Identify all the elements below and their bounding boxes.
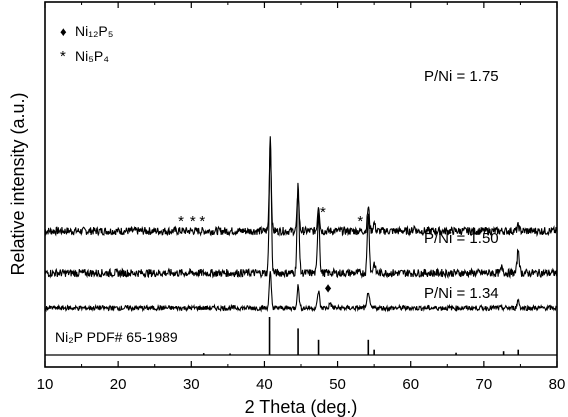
xrd-series-line bbox=[44, 151, 558, 238]
ni5p4-peak-marker: * bbox=[357, 213, 363, 230]
series-layer bbox=[44, 136, 558, 313]
series-label-1-50: P/Ni = 1.50 bbox=[424, 230, 499, 247]
reference-layer bbox=[202, 317, 520, 355]
legend-symbol-diamond: ♦ bbox=[60, 24, 67, 39]
xrd-series-line bbox=[44, 271, 558, 313]
ni5p4-peak-marker: * bbox=[190, 213, 196, 230]
reference-label: Ni₂P PDF# 65-1989 bbox=[55, 329, 178, 345]
x-tick-label: 40 bbox=[256, 376, 273, 393]
xrd-series-line bbox=[44, 136, 558, 280]
legend-label-ni5p4: Ni₅P₄ bbox=[75, 48, 109, 64]
annotation-layer: * * ***♦ bbox=[178, 204, 363, 295]
ni12p5-peak-marker: ♦ bbox=[324, 280, 331, 296]
x-tick-label: 10 bbox=[37, 376, 54, 393]
x-tick-label: 60 bbox=[402, 376, 419, 393]
x-tick-label: 80 bbox=[549, 376, 566, 393]
legend-symbol-star: * bbox=[60, 48, 66, 65]
ni5p4-peak-marker: * bbox=[199, 213, 205, 230]
x-tick-label: 30 bbox=[183, 376, 200, 393]
ni5p4-peak-marker: * bbox=[178, 213, 184, 230]
x-tick-label: 50 bbox=[329, 376, 346, 393]
legend-label-ni12p5: Ni₁₂P₅ bbox=[75, 23, 113, 39]
series-label-1-34: P/Ni = 1.34 bbox=[424, 285, 499, 302]
x-tick-label: 20 bbox=[110, 376, 127, 393]
ni5p4-peak-marker: * bbox=[320, 204, 326, 221]
plot-frame bbox=[44, 1, 558, 368]
x-axis-title: 2 Theta (deg.) bbox=[245, 397, 358, 417]
x-tick-label: 70 bbox=[476, 376, 493, 393]
y-axis-title: Relative intensity (a.u.) bbox=[8, 92, 28, 275]
x-axis-ticks: 10 20 30 40 50 60 70 80 bbox=[37, 2, 566, 393]
series-label-1-75: P/Ni = 1.75 bbox=[424, 68, 499, 85]
